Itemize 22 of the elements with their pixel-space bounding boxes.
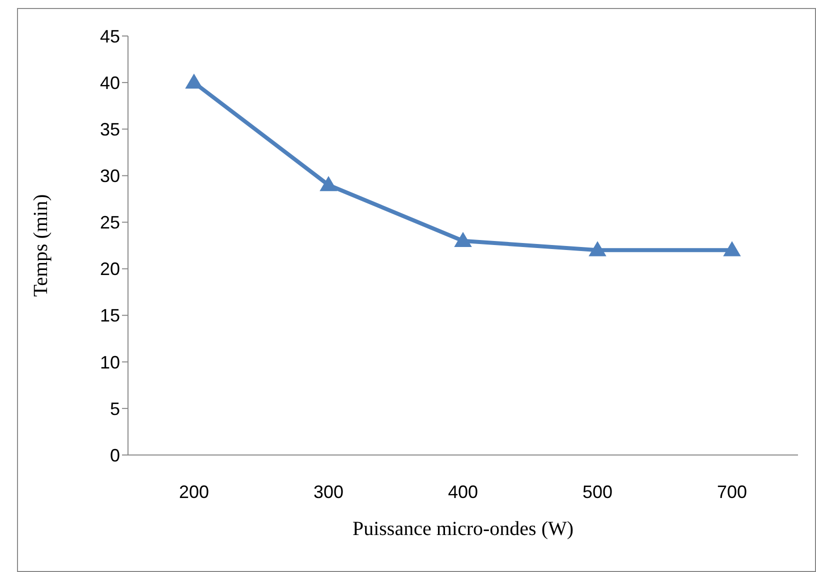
y-tick-label: 20	[100, 259, 120, 280]
y-tick-label: 45	[100, 26, 120, 46]
x-tick-label: 400	[448, 482, 478, 502]
point	[589, 242, 606, 256]
x-tick-label: 500	[582, 482, 613, 502]
y-tick-label: 15	[100, 306, 120, 326]
y-tick-label: 40	[100, 72, 120, 93]
x-tick-label: 700	[716, 482, 748, 502]
y-axis-title: Temps (min)	[30, 194, 52, 297]
x-tick-label: 300	[313, 482, 344, 502]
x-tick-label: 200	[178, 482, 210, 502]
point	[320, 176, 337, 192]
y-tick-label: 25	[100, 212, 120, 233]
x-axis-title: Puissance micro-ondes (W)	[352, 518, 574, 540]
y-tick-label: 30	[100, 166, 120, 186]
y-tick-label: 0	[110, 445, 120, 466]
y-tick-label: 10	[100, 352, 120, 372]
point	[454, 232, 472, 247]
point	[724, 242, 740, 256]
y-tick-label: 35	[100, 120, 120, 140]
y-tick-label: 5	[110, 398, 120, 419]
point	[186, 74, 202, 89]
